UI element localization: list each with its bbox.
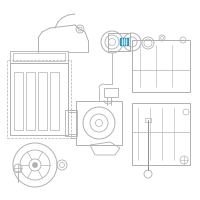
Bar (38, 72, 47, 130)
Bar (108, 33, 130, 51)
Bar (104, 88, 118, 97)
Bar (7, 60, 71, 138)
Bar (145, 118, 151, 122)
Bar (50, 72, 59, 130)
Bar (76, 101, 122, 145)
Bar (65, 110, 77, 136)
Circle shape (32, 162, 38, 168)
Bar (120, 38, 128, 45)
Bar (132, 40, 190, 92)
Bar (10, 51, 68, 63)
Bar (132, 103, 190, 165)
Bar (13, 53, 65, 61)
Bar (14, 72, 23, 130)
Bar (26, 72, 35, 130)
Bar (10, 63, 68, 135)
